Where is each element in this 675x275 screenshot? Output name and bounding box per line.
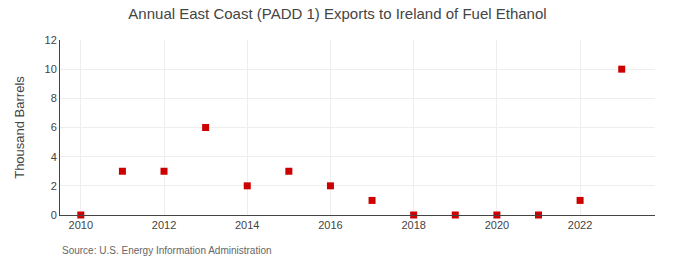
svg-text:Thousand Barrels: Thousand Barrels [12, 76, 27, 179]
svg-text:10: 10 [45, 63, 57, 75]
svg-text:2: 2 [51, 180, 57, 192]
svg-text:2014: 2014 [235, 219, 259, 231]
svg-text:2020: 2020 [485, 219, 509, 231]
svg-text:2012: 2012 [152, 219, 176, 231]
svg-text:8: 8 [51, 92, 57, 104]
svg-text:2010: 2010 [69, 219, 93, 231]
svg-text:Annual East Coast (PADD 1) Exp: Annual East Coast (PADD 1) Exports to Ir… [128, 5, 546, 22]
svg-text:4: 4 [51, 151, 57, 163]
svg-text:2016: 2016 [318, 219, 342, 231]
svg-text:2018: 2018 [401, 219, 425, 231]
svg-text:Source: U.S. Energy Informatio: Source: U.S. Energy Information Administ… [62, 245, 272, 256]
svg-text:2022: 2022 [568, 219, 592, 231]
svg-text:0: 0 [51, 209, 57, 221]
svg-text:12: 12 [45, 34, 57, 46]
svg-text:6: 6 [51, 121, 57, 133]
